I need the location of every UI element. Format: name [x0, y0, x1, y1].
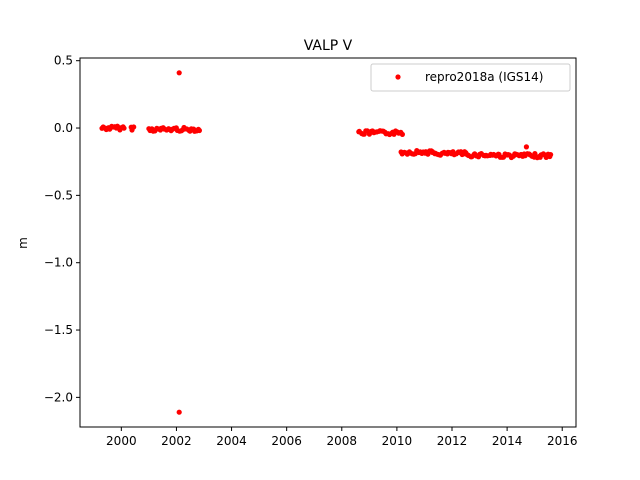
- chart-title: VALP V: [304, 38, 353, 54]
- data-point: [548, 152, 554, 158]
- x-tick-label: 2006: [271, 434, 302, 448]
- data-points: [99, 70, 554, 415]
- data-point: [121, 125, 127, 131]
- data-point: [131, 124, 137, 130]
- data-point-outlier: [523, 144, 530, 150]
- x-tick-label: 2016: [547, 434, 578, 448]
- x-axis: 2000 2002 2004 2006 2008 2010 2012 2014 2016: [106, 427, 577, 448]
- data-point: [399, 131, 405, 137]
- x-tick-label: 2014: [492, 434, 523, 448]
- legend: repro2018a (IGS14): [370, 63, 571, 92]
- plot-frame: [79, 57, 577, 428]
- legend-marker: [395, 74, 401, 80]
- x-tick-label: 2012: [437, 434, 468, 448]
- data-point: [532, 151, 538, 157]
- y-tick-label: 0.5: [54, 54, 73, 68]
- data-point: [196, 127, 202, 134]
- x-tick-label: 2004: [216, 434, 247, 448]
- y-tick-label: −0.5: [44, 188, 73, 202]
- legend-box: [370, 63, 571, 92]
- x-tick-label: 2010: [382, 434, 413, 448]
- data-point-outlier: [176, 409, 182, 415]
- y-axis-label: m: [16, 237, 30, 249]
- y-tick-label: −2.0: [44, 390, 73, 404]
- legend-label: repro2018a (IGS14): [425, 70, 543, 84]
- y-axis: 0.5 0.0 −0.5 −1.0 −1.5 −2.0: [44, 54, 80, 404]
- x-tick-label: 2000: [106, 434, 137, 448]
- data-point-outlier: [176, 70, 182, 76]
- y-tick-label: −1.5: [44, 323, 73, 337]
- y-tick-label: −1.0: [44, 256, 73, 270]
- x-tick-label: 2002: [161, 434, 192, 448]
- y-tick-label: 0.0: [54, 121, 73, 135]
- x-tick-label: 2008: [327, 434, 358, 448]
